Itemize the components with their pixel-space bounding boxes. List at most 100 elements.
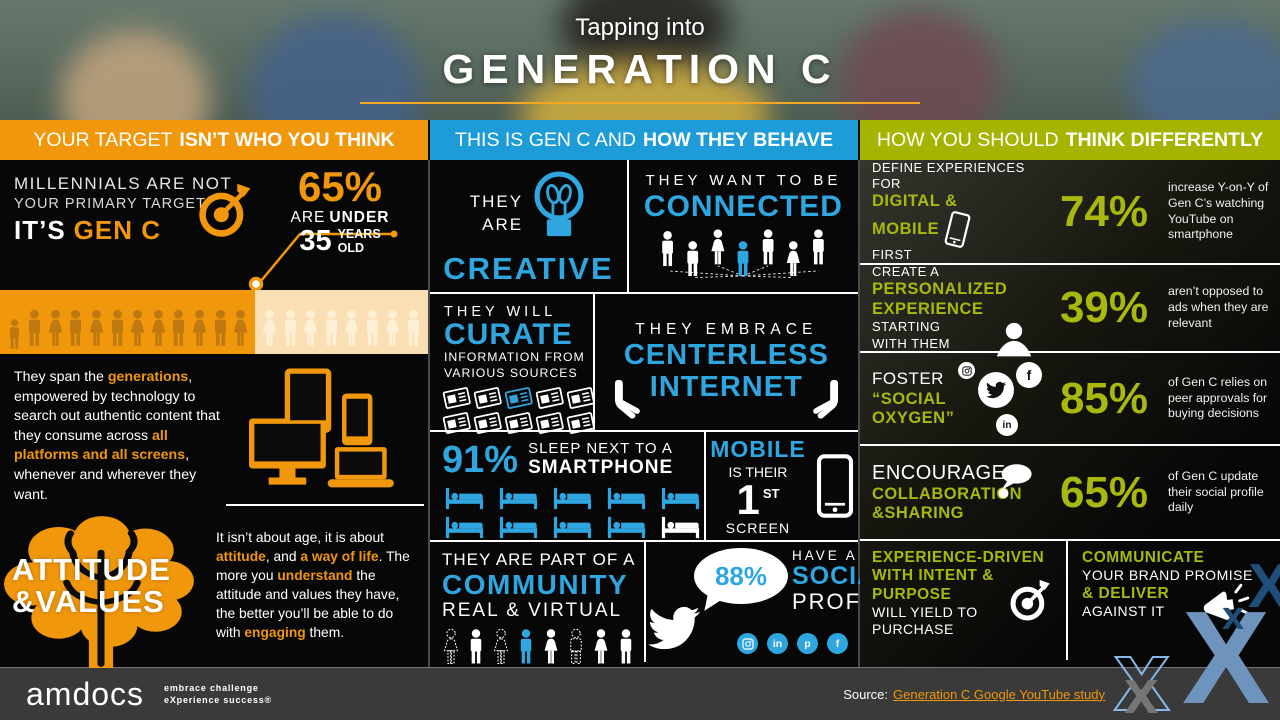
stat-74-desc: increase Y-on-Y of Gen C’s watching YouT…: [1168, 179, 1269, 242]
beds-icon: [442, 487, 704, 539]
creative-connected-row: THEY ARE CREATIVE THEY WANT TO BE CONNEC…: [430, 160, 858, 294]
para2-text: It isn’t about age, it is about: [216, 530, 384, 545]
para1-text: , whenever and wherever they want.: [14, 447, 197, 503]
creative-label: CREATIVE: [443, 251, 614, 286]
screen-label: SCREEN: [725, 519, 791, 536]
define-experiences-label: DEFINE EXPERIENCES FOR: [872, 159, 1025, 192]
with-intent-label: WITH INTENT &: [872, 567, 994, 585]
page-title: GENERATION C: [442, 46, 838, 92]
facebook-icon: f: [1016, 362, 1042, 389]
personalized-label: PERSONALIZED: [872, 280, 1008, 299]
pinterest-icon: p: [797, 633, 818, 654]
right-column: DEFINE EXPERIENCES FOR DIGITAL & MOBILE …: [860, 160, 1280, 667]
age-35-value: 35: [299, 225, 332, 257]
are-label: ARE: [290, 209, 326, 226]
left-column: MILLENNIALS ARE NOT YOUR PRIMARY TARGET …: [0, 160, 428, 667]
communicate-label: COMMUNICATE: [1082, 549, 1205, 566]
para2-highlight: attitude: [216, 549, 266, 565]
creative-block: THEY ARE CREATIVE: [430, 160, 627, 292]
band-your-target: YOUR TARGET ISN’T WHO YOU THINK: [0, 120, 428, 160]
gen-c-label: GEN C: [73, 215, 162, 245]
band-mid-bold: HOW THEY BEHAVE: [642, 128, 833, 151]
rank-st-label: ST: [762, 486, 780, 502]
smartphone-icon: [816, 454, 854, 518]
curate-sub2: VARIOUS SOURCES: [444, 365, 578, 380]
millennials-line2: YOUR PRIMARY TARGET: [14, 196, 206, 212]
column-header-bands: YOUR TARGET ISN’T WHO YOU THINK THIS IS …: [0, 120, 1280, 160]
generations-paragraph: They span the generations, empowered by …: [14, 368, 220, 506]
sleep-stat-block: 91% SLEEP NEXT TO A SMARTPHONE: [430, 432, 704, 540]
mobile-first-screen-block: MOBILE IS THEIR 1 ST SCREEN: [703, 432, 858, 540]
sleep-line1: SLEEP NEXT TO A: [528, 440, 673, 457]
stat-65-block: 65% ARE UNDER 35 YEARS OLD: [262, 166, 418, 256]
para2-text: them.: [305, 625, 345, 641]
attitude-values-section: ATTITUDE &VALUES It isn’t about age, it …: [0, 506, 428, 668]
amdocs-logo: amdocs: [26, 675, 145, 712]
collaboration-sharing-row: ENCOURAGE COLLABORATION &SHARING 65% of …: [860, 446, 1280, 541]
stat-65-right-desc: of Gen C update their social profile dai…: [1168, 468, 1264, 515]
is-their-label: IS THEIR: [728, 464, 788, 481]
collaboration-label: COLLABORATION: [872, 484, 1023, 503]
first-label: FIRST: [872, 246, 913, 262]
attitude-paragraph: It isn’t about age, it is about attitude…: [216, 528, 418, 642]
instagram-icon: [958, 362, 975, 380]
people-figures-icon: [442, 627, 644, 667]
title-subtitle: Tapping into: [575, 14, 705, 41]
hand-icon: [812, 376, 842, 422]
band-left-normal: YOUR TARGET: [33, 128, 173, 151]
band-right-bold: THINK DIFFERENTLY: [1065, 128, 1264, 151]
digital-mobile-row: DEFINE EXPERIENCES FOR DIGITAL & MOBILE …: [860, 160, 1280, 265]
curate-block: THEY WILL CURATE INFORMATION FROM VARIOU…: [430, 294, 593, 430]
bottom-advice-row: EXPERIENCE-DRIVEN WITH INTENT & PURPOSE …: [860, 541, 1280, 660]
millennials-line1: MILLENNIALS ARE NOT: [14, 174, 233, 193]
community-label: COMMUNITY: [442, 569, 629, 600]
stat-65-caption: ARE UNDER: [262, 209, 418, 227]
smartphone-icon: [943, 210, 972, 249]
header-photo: Tapping into GENERATION C: [0, 0, 1280, 120]
under-label: UNDER: [329, 209, 390, 226]
experience-driven-block: EXPERIENCE-DRIVEN WITH INTENT & PURPOSE …: [860, 541, 1068, 660]
para2-highlight: a way of life: [300, 549, 379, 565]
para2-text: , and: [265, 549, 301, 565]
people-row-over35: [255, 290, 428, 354]
para1-highlight: all platforms and all screens: [14, 427, 186, 464]
lightbulb-icon: [531, 169, 587, 251]
centerless-block: THEY EMBRACE CENTERLESS INTERNET: [592, 294, 858, 430]
amdocs-tagline: embrace challenge eXperience success®: [164, 682, 272, 705]
devices-divider: [226, 368, 424, 506]
stat-39-value: 39%: [1059, 283, 1149, 332]
para2-highlight: engaging: [244, 625, 306, 641]
will-yield-label: WILL YIELD TO: [872, 603, 978, 620]
twitter-bird-icon: [648, 602, 700, 654]
content-columns: MILLENNIALS ARE NOT YOUR PRIMARY TARGET …: [0, 160, 1280, 668]
people-row-under35: [0, 290, 255, 354]
target-icon: [1008, 577, 1054, 623]
rank-1-label: 1: [736, 476, 760, 524]
stat-85-desc: of Gen C relies on peer approvals for bu…: [1168, 374, 1268, 421]
stat-74-value: 74%: [1059, 186, 1149, 236]
real-virtual-label: REAL & VIRTUAL: [442, 600, 623, 622]
want-to-be-label: THEY WANT TO BE: [645, 172, 842, 189]
social-cluster-icon: f in: [958, 362, 1044, 444]
community-social-row: THEY ARE PART OF A COMMUNITY REAL & VIRT…: [430, 542, 898, 662]
sharing-label: &SHARING: [872, 504, 965, 522]
social-oxygen-label1: “SOCIAL: [872, 389, 947, 408]
middle-column: THEY ARE CREATIVE THEY WANT TO BE CONNEC…: [430, 160, 898, 667]
starting-label: STARTING: [872, 319, 941, 335]
source-link[interactable]: Generation C Google YouTube study: [893, 686, 1105, 702]
stat-91-value: 91%: [442, 438, 519, 481]
band-right-normal: HOW YOU SHOULD: [876, 128, 1059, 151]
deliver-label: & DELIVER: [1082, 584, 1170, 602]
footer-bar: amdocs embrace challenge eXperience succ…: [0, 668, 1280, 720]
with-them-label: WITH THEM: [872, 335, 950, 351]
its-gen-c: IT’S GEN C: [14, 215, 428, 246]
para2-text: the attitude and values they have, the b…: [216, 568, 400, 641]
experience-driven-label: EXPERIENCE-DRIVEN: [872, 549, 1045, 566]
digital-label: DIGITAL &: [872, 192, 958, 211]
experience-label: EXPERIENCE: [872, 299, 984, 318]
stat-88-value: 88%: [714, 560, 768, 591]
stat-65-value: 65%: [297, 163, 383, 210]
para2-text: . The more you: [216, 549, 410, 584]
span-generations-section: They span the generations, empowered by …: [0, 354, 428, 506]
